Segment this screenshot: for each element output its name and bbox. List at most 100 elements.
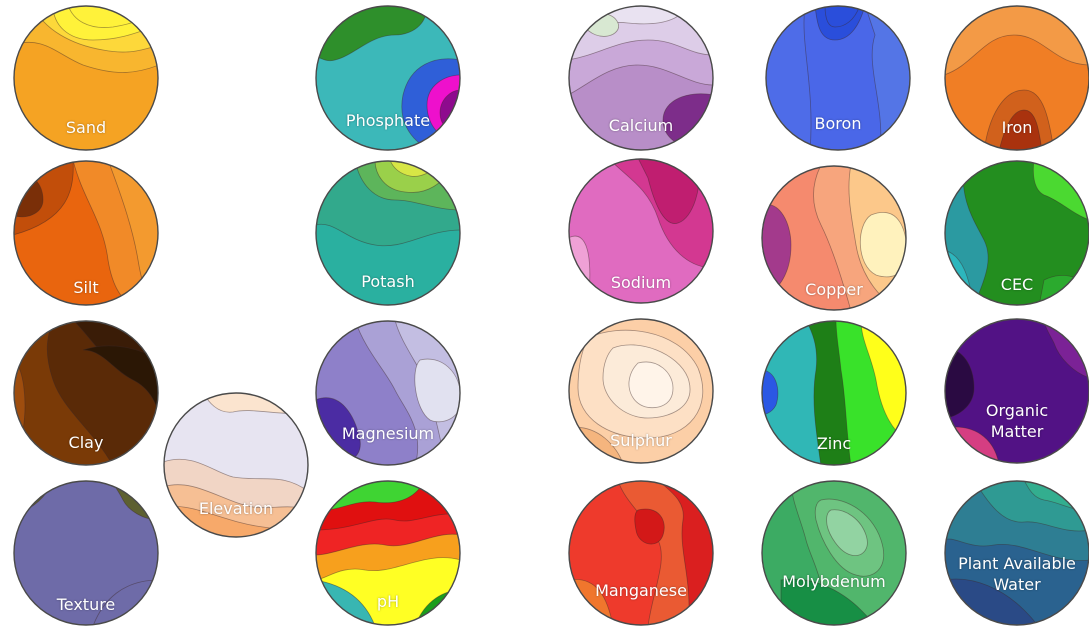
manganese-contour-svg xyxy=(568,480,714,626)
plant-available-water-contour-svg xyxy=(944,480,1089,626)
potash-map[interactable]: Potash xyxy=(315,160,461,306)
boron-label: Boron xyxy=(755,113,921,134)
ph-label-line: pH xyxy=(376,592,400,611)
iron-zone xyxy=(945,6,1089,76)
sand-map[interactable]: Sand xyxy=(13,5,159,151)
organic-matter-label-line: Matter xyxy=(990,422,1044,441)
cec-outline xyxy=(944,160,1089,306)
phosphate-label-line: Phosphate xyxy=(345,111,431,130)
molybdenum-contour-svg xyxy=(761,480,907,626)
copper-outline xyxy=(761,165,907,311)
iron-label: Iron xyxy=(934,117,1089,138)
elevation-label: Elevation xyxy=(153,498,319,519)
organic-matter-label-line: Organic xyxy=(985,401,1049,420)
organic-matter-zone xyxy=(945,347,975,419)
magnesium-label-line: Magnesium xyxy=(341,424,435,443)
molybdenum-zone xyxy=(826,509,868,557)
manganese-label-line: Manganese xyxy=(595,581,687,600)
molybdenum-map[interactable]: Molybdenum xyxy=(761,480,907,626)
iron-map[interactable]: Iron xyxy=(944,5,1089,151)
organic-matter-outline xyxy=(944,318,1089,464)
elevation-outline xyxy=(163,392,309,538)
sodium-label: Sodium xyxy=(558,272,724,293)
ph-map[interactable]: pH xyxy=(315,480,461,626)
iron-outline xyxy=(944,5,1089,151)
plant-available-water-map[interactable]: Plant Available Water xyxy=(944,480,1089,626)
sulphur-outline xyxy=(568,318,714,464)
iron-contour-svg xyxy=(944,5,1089,151)
magnesium-contour-svg xyxy=(315,320,461,466)
sodium-label-line: Sodium xyxy=(610,273,672,292)
organic-matter-map[interactable]: Organic Matter xyxy=(944,318,1089,464)
magnesium-map[interactable]: Magnesium xyxy=(315,320,461,466)
sodium-map[interactable]: Sodium xyxy=(568,158,714,304)
sand-label: Sand xyxy=(3,117,169,138)
plant-available-water-label-line: Water xyxy=(993,575,1041,594)
copper-contour-svg xyxy=(761,165,907,311)
sulphur-label-line: Sulphur xyxy=(610,431,672,450)
manganese-zone xyxy=(634,508,665,545)
magnesium-label: Magnesium xyxy=(305,423,471,444)
calcium-outline xyxy=(568,5,714,151)
silt-label-line: Silt xyxy=(73,278,99,297)
phosphate-label: Phosphate xyxy=(305,110,471,131)
boron-outline xyxy=(765,5,911,151)
sulphur-map[interactable]: Sulphur xyxy=(568,318,714,464)
copper-label: Copper xyxy=(751,279,917,300)
elevation-label-line: Elevation xyxy=(198,499,274,518)
iron-label-line: Iron xyxy=(1001,118,1033,137)
sand-outline xyxy=(13,5,159,151)
sand-label-line: Sand xyxy=(65,118,107,137)
molybdenum-label-line: Molybdenum xyxy=(782,572,886,591)
phosphate-map[interactable]: Phosphate xyxy=(315,5,461,151)
zinc-map[interactable]: Zinc xyxy=(761,320,907,466)
manganese-map[interactable]: Manganese xyxy=(568,480,714,626)
clay-zone xyxy=(82,345,158,421)
sulphur-zone xyxy=(628,361,674,409)
sulphur-contour-svg xyxy=(568,318,714,464)
silt-map[interactable]: Silt xyxy=(13,160,159,306)
potash-label-line: Potash xyxy=(361,272,415,291)
cec-label: CEC xyxy=(934,274,1089,295)
copper-label-line: Copper xyxy=(805,280,863,299)
potash-label: Potash xyxy=(305,271,471,292)
cec-label-line: CEC xyxy=(1000,275,1034,294)
clay-contour-svg xyxy=(13,320,159,466)
zinc-contour-svg xyxy=(761,320,907,466)
boron-zone xyxy=(824,6,861,28)
plant-available-water-label-line: Plant Available xyxy=(958,554,1076,573)
texture-map[interactable]: Texture xyxy=(13,480,159,626)
silt-outline xyxy=(13,160,159,306)
magnesium-outline xyxy=(315,320,461,466)
texture-label: Texture xyxy=(3,594,169,615)
organic-matter-label: Organic Matter xyxy=(934,400,1089,442)
magnesium-zone xyxy=(414,358,460,423)
organic-matter-contour-svg xyxy=(944,318,1089,464)
clay-outline xyxy=(13,320,159,466)
silt-contour-svg xyxy=(13,160,159,306)
ph-label: pH xyxy=(305,591,471,612)
texture-label-line: Texture xyxy=(56,595,116,614)
potash-outline xyxy=(315,160,461,306)
boron-map[interactable]: Boron xyxy=(765,5,911,151)
sodium-outline xyxy=(568,158,714,304)
calcium-map[interactable]: Calcium xyxy=(568,5,714,151)
silt-label: Silt xyxy=(3,277,169,298)
boron-label-line: Boron xyxy=(814,114,862,133)
iron-zone xyxy=(998,109,1043,150)
plant-available-water-label: Plant Available Water xyxy=(934,553,1089,595)
ph-contour-svg xyxy=(315,480,461,626)
zinc-label-line: Zinc xyxy=(816,434,852,453)
elevation-contour-svg xyxy=(163,392,309,538)
molybdenum-zone xyxy=(780,578,874,625)
clay-map[interactable]: Clay xyxy=(13,320,159,466)
cec-map[interactable]: CEC xyxy=(944,160,1089,306)
boron-contour-svg xyxy=(765,5,911,151)
potash-contour-svg xyxy=(315,160,461,306)
phosphate-contour-svg xyxy=(315,5,461,151)
clay-label-line: Clay xyxy=(68,433,104,452)
sulphur-label: Sulphur xyxy=(558,430,724,451)
elevation-map[interactable]: Elevation xyxy=(163,392,309,538)
copper-map[interactable]: Copper xyxy=(761,165,907,311)
